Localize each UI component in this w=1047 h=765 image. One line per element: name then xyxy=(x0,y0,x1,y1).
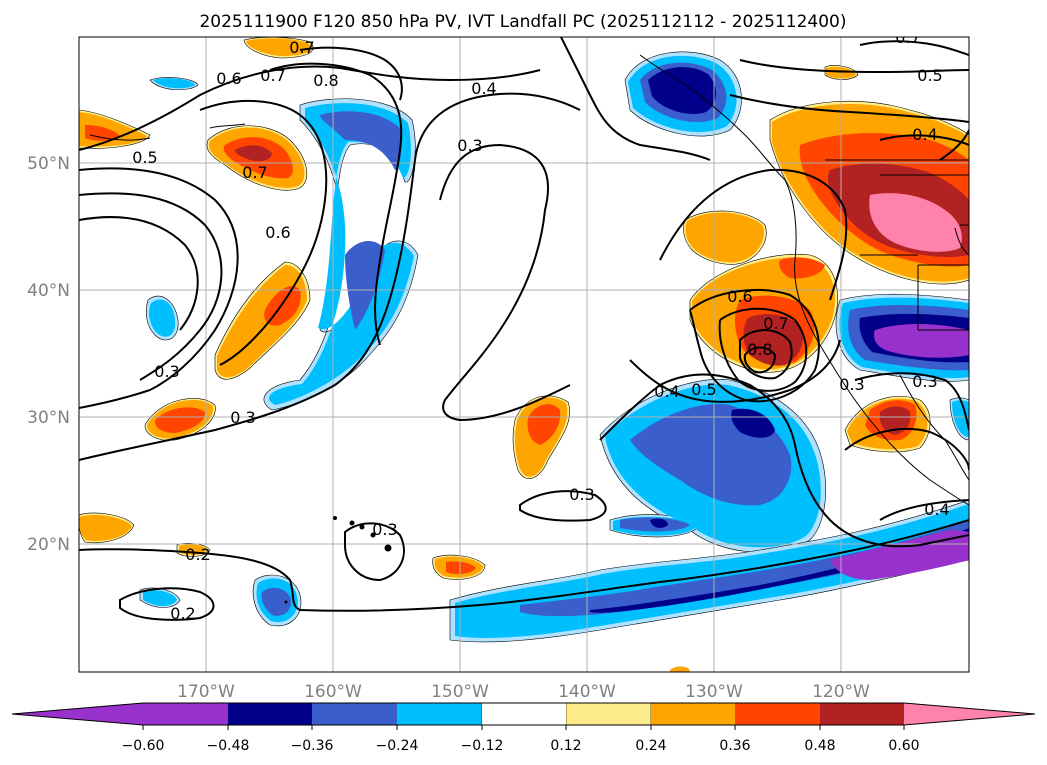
colorbar-segment xyxy=(651,703,735,725)
colorbar-segment xyxy=(312,703,397,725)
lat-label: 50°N xyxy=(27,154,70,174)
lat-label: 30°N xyxy=(27,408,70,428)
colorbar-segment xyxy=(143,703,228,725)
colorbar-segment xyxy=(820,703,904,725)
contour-label: 0.3 xyxy=(569,485,594,504)
colorbar-tick-label: −0.24 xyxy=(376,738,419,754)
map-frame xyxy=(78,36,970,673)
hawaii-islands xyxy=(284,516,392,604)
colorbar-segment xyxy=(228,703,312,725)
contour-label: 0.6 xyxy=(265,223,290,242)
contour-label: 0.6 xyxy=(216,69,241,88)
contour-label: 0.7 xyxy=(260,66,285,85)
contour-label: 0.3 xyxy=(154,362,179,381)
lon-label: 170°W xyxy=(177,682,235,702)
contour-label: 0.5 xyxy=(132,148,157,167)
colorbar-tick-label: −0.36 xyxy=(291,738,334,754)
contour-label: 0.3 xyxy=(230,408,255,427)
contour-label: 0.3 xyxy=(457,136,482,155)
colorbar-extend-low xyxy=(12,703,143,725)
contour-label: 0.4 xyxy=(924,500,949,519)
latitude-labels: 50°N 40°N 30°N 20°N xyxy=(27,154,70,555)
map-gridlines xyxy=(79,37,969,672)
lon-label: 160°W xyxy=(304,682,362,702)
colorbar-tick-label: 0.24 xyxy=(635,738,666,754)
contour-label: 0.6 xyxy=(727,287,752,306)
contour-label: 0.5 xyxy=(917,66,942,85)
lon-label: 150°W xyxy=(431,682,489,702)
pv-shading-pos060 xyxy=(869,193,962,252)
lon-label: 130°W xyxy=(685,682,743,702)
colorbar: −0.60 −0.48 −0.36 −0.24 −0.12 0.12 0.24 … xyxy=(11,702,1036,754)
colorbar-ticks xyxy=(142,725,905,730)
longitude-labels: 170°W 160°W 150°W 140°W 130°W 120°W xyxy=(177,682,870,702)
contour-label: 0.8 xyxy=(747,340,772,359)
colorbar-tick-label: 0.36 xyxy=(719,738,750,754)
colorbar-tick-label: 0.60 xyxy=(888,738,919,754)
pv-contours xyxy=(79,37,969,621)
coastlines xyxy=(89,54,969,506)
contour-labels: 0.7 0.6 0.7 0.8 0.4 0.3 0.5 0.7 0.6 0.3 … xyxy=(132,28,949,623)
contour-label: 0.8 xyxy=(313,71,338,90)
contour-label: 0.2 xyxy=(170,604,195,623)
colorbar-segment xyxy=(565,702,652,726)
colorbar-tick-label: −0.12 xyxy=(461,738,504,754)
contour-label: 0.7 xyxy=(242,163,267,182)
lat-label: 20°N xyxy=(27,535,70,555)
contour-label: 0.4 xyxy=(912,125,937,144)
lon-label: 140°W xyxy=(558,682,616,702)
contour-label: 0.3 xyxy=(912,372,937,391)
colorbar-segment xyxy=(397,703,482,725)
colorbar-segment-neutral xyxy=(482,703,566,725)
contour-label: 0.4 xyxy=(471,79,496,98)
lat-label: 40°N xyxy=(27,281,70,301)
lon-label: 120°W xyxy=(812,682,870,702)
colorbar-tick-label: −0.48 xyxy=(207,738,250,754)
contour-label: 0.2 xyxy=(185,545,210,564)
contour-label: 0.7 xyxy=(289,38,314,57)
contour-label: 0.7 xyxy=(895,28,920,47)
contour-label: 0.5 xyxy=(691,380,716,399)
contour-label: 0.7 xyxy=(763,314,788,333)
figure-title: 2025111900 F120 850 hPa PV, IVT Landfall… xyxy=(199,12,846,32)
map-panel: 0.7 0.6 0.7 0.8 0.4 0.3 0.5 0.7 0.6 0.3 … xyxy=(79,28,969,672)
colorbar-segment xyxy=(735,703,820,725)
colorbar-tick-label: 0.12 xyxy=(550,738,581,754)
contour-label: 0.4 xyxy=(654,382,679,401)
colorbar-extend-high xyxy=(904,703,1035,725)
contour-label: 0.3 xyxy=(372,520,397,539)
contour-label: 0.3 xyxy=(839,375,864,394)
colorbar-tick-label: −0.60 xyxy=(122,738,165,754)
colorbar-tick-label: 0.48 xyxy=(804,738,835,754)
